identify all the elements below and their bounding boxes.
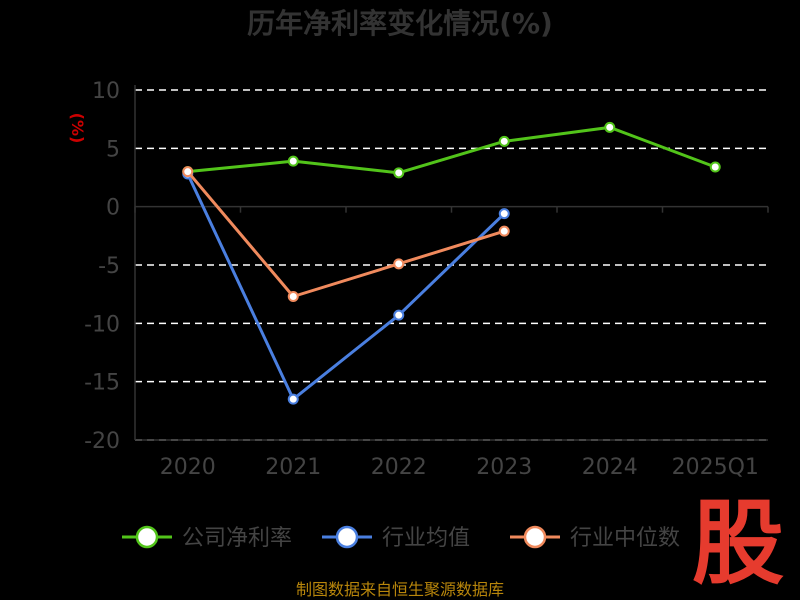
x-tick-label: 2022	[371, 455, 427, 480]
data-point	[183, 167, 192, 176]
data-point	[289, 157, 298, 166]
chart-title: 历年净利率变化情况(%)	[247, 7, 553, 40]
data-point	[394, 168, 403, 177]
y-tick-label: -10	[84, 312, 120, 337]
data-point	[500, 137, 509, 146]
data-point	[289, 395, 298, 404]
y-axis-unit: (%)	[68, 113, 87, 144]
x-tick-label: 2020	[160, 455, 216, 480]
legend-label: 行业均值	[382, 526, 470, 551]
legend-marker	[337, 527, 357, 547]
series-lines	[183, 123, 720, 404]
x-tick-label: 2025Q1	[672, 455, 759, 480]
y-tick-label: 10	[92, 79, 120, 104]
data-point	[289, 292, 298, 301]
axes: 10 5 0 -5 -10 -15 -20 2020 2021 2022 2023 2024 2025Q…	[84, 79, 768, 480]
y-tick-label: 0	[106, 196, 120, 221]
x-tick-label: 2021	[265, 455, 321, 480]
x-tick-label: 2023	[476, 455, 532, 480]
x-tick-label: 2024	[582, 455, 638, 480]
y-tick-label: -5	[98, 254, 120, 279]
legend-marker	[137, 527, 157, 547]
legend-marker	[525, 527, 545, 547]
y-tick-label: -15	[84, 371, 120, 396]
series-line	[188, 127, 716, 172]
data-point	[500, 227, 509, 236]
data-point	[394, 311, 403, 320]
data-point	[394, 259, 403, 268]
legend-label: 行业中位数	[570, 526, 680, 551]
legend: 公司净利率 行业均值 行业中位数	[122, 526, 680, 551]
data-point	[711, 163, 720, 172]
y-tick-label: -20	[84, 429, 120, 454]
y-tick-label: 5	[106, 137, 120, 162]
source-note: 制图数据来自恒生聚源数据库	[296, 580, 504, 599]
logo-mark: 股	[692, 490, 784, 597]
legend-label: 公司净利率	[182, 526, 292, 551]
data-point	[500, 209, 509, 218]
data-point	[605, 123, 614, 132]
